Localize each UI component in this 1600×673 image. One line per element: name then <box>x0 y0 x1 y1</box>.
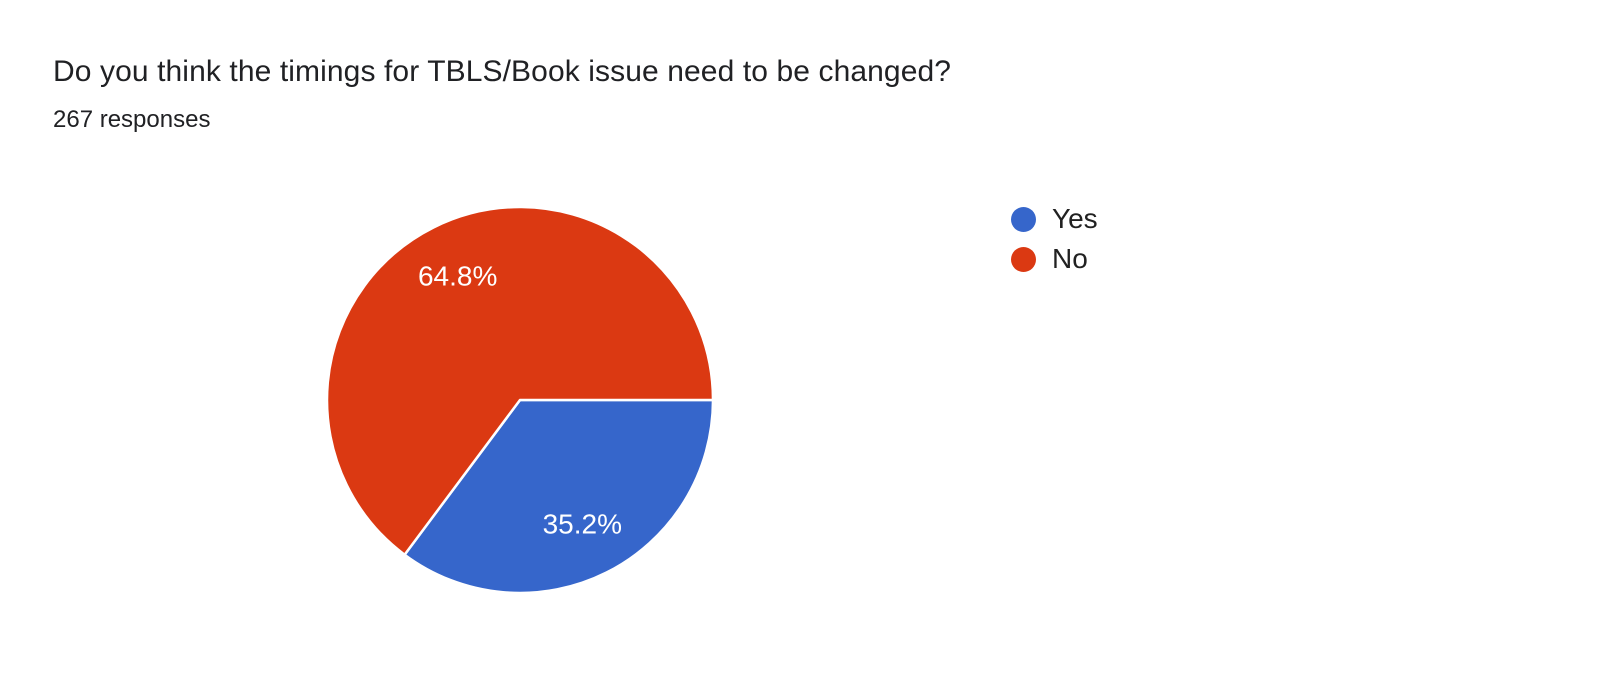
legend-swatch-icon <box>1011 246 1036 272</box>
legend-label: Yes <box>1052 203 1098 234</box>
legend-item-yes: Yes <box>1011 203 1098 234</box>
pie-slice-percentage-label: 35.2% <box>543 509 622 540</box>
question-title: Do you think the timings for TBLS/Book i… <box>53 55 952 88</box>
pie-slice-yes[interactable] <box>403 398 715 595</box>
legend-swatch-icon <box>1011 206 1036 232</box>
legend-label: No <box>1052 243 1088 274</box>
pie-slice-no[interactable] <box>325 205 715 556</box>
legend-item-no: No <box>1011 243 1098 274</box>
response-count: 267 responses <box>53 106 211 133</box>
chart-legend: Yes No <box>1011 203 1098 286</box>
pie-chart: 35.2% 64.8% <box>325 205 715 595</box>
pie-slice-percentage-label: 64.8% <box>418 260 497 291</box>
